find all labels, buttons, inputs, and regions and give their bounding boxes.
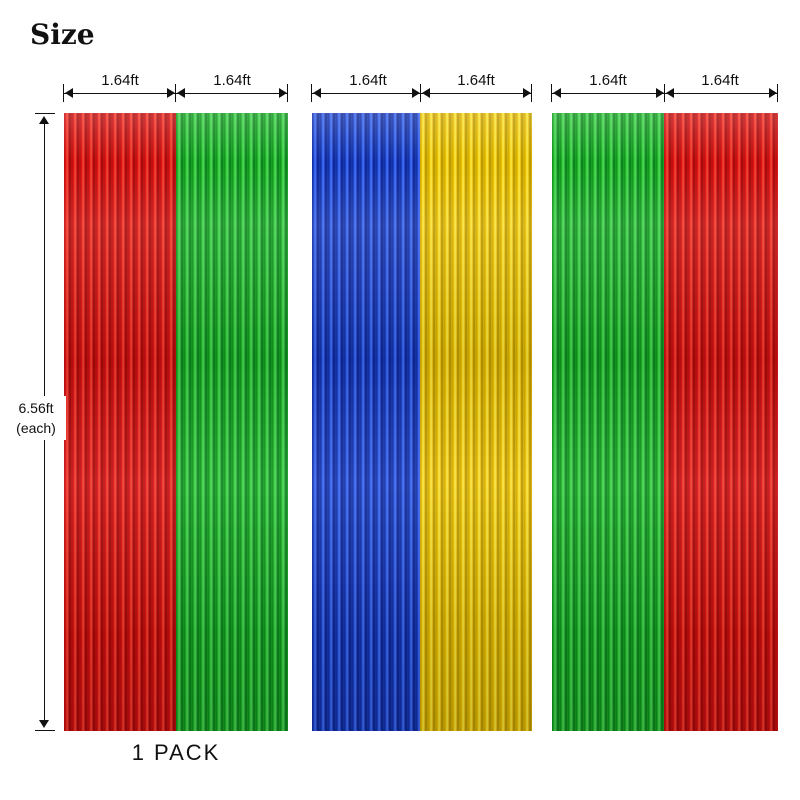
arrow-up-icon (39, 116, 49, 124)
dimension-tick (35, 730, 55, 731)
curtain-red (664, 113, 778, 731)
arrow-right-icon (167, 88, 175, 98)
dimension-tick (175, 84, 176, 102)
height-value: 6.56ft (18, 400, 54, 416)
width-label-3: 1.64ft (349, 72, 387, 89)
arrow-right-icon (279, 88, 287, 98)
dimension-tick (35, 113, 55, 114)
arrow-left-icon (422, 88, 430, 98)
dimension-tick (777, 84, 778, 102)
arrow-left-icon (553, 88, 561, 98)
dimension-tick (287, 84, 288, 102)
arrow-left-icon (177, 88, 185, 98)
height-label: 6.56ft (each) (6, 396, 66, 440)
arrow-left-icon (65, 88, 73, 98)
dimension-tick (311, 84, 312, 102)
dimension-tick (664, 84, 665, 102)
dimension-tick (420, 84, 421, 102)
arrow-down-icon (39, 720, 49, 728)
dimension-tick (63, 84, 64, 102)
curtain-yellow (420, 113, 532, 731)
size-title: Size (30, 18, 95, 51)
dimension-tick (531, 84, 532, 102)
arrow-right-icon (412, 88, 420, 98)
dimension-tick (551, 84, 552, 102)
width-dimension-line-3 (552, 93, 778, 94)
arrow-right-icon (656, 88, 664, 98)
curtain-red (64, 113, 176, 731)
width-label-6: 1.64ft (701, 72, 739, 89)
width-label-1: 1.64ft (101, 72, 139, 89)
width-label-2: 1.64ft (213, 72, 251, 89)
arrow-left-icon (666, 88, 674, 98)
height-note: (each) (16, 420, 56, 436)
arrow-left-icon (313, 88, 321, 98)
arrow-right-icon (769, 88, 777, 98)
curtain-blue (312, 113, 420, 731)
curtain-green (176, 113, 288, 731)
width-dimension-line-1 (64, 93, 288, 94)
width-label-5: 1.64ft (589, 72, 627, 89)
curtain-green (552, 113, 664, 731)
arrow-right-icon (523, 88, 531, 98)
width-label-4: 1.64ft (457, 72, 495, 89)
pack-label: 1 PACK (131, 740, 221, 765)
